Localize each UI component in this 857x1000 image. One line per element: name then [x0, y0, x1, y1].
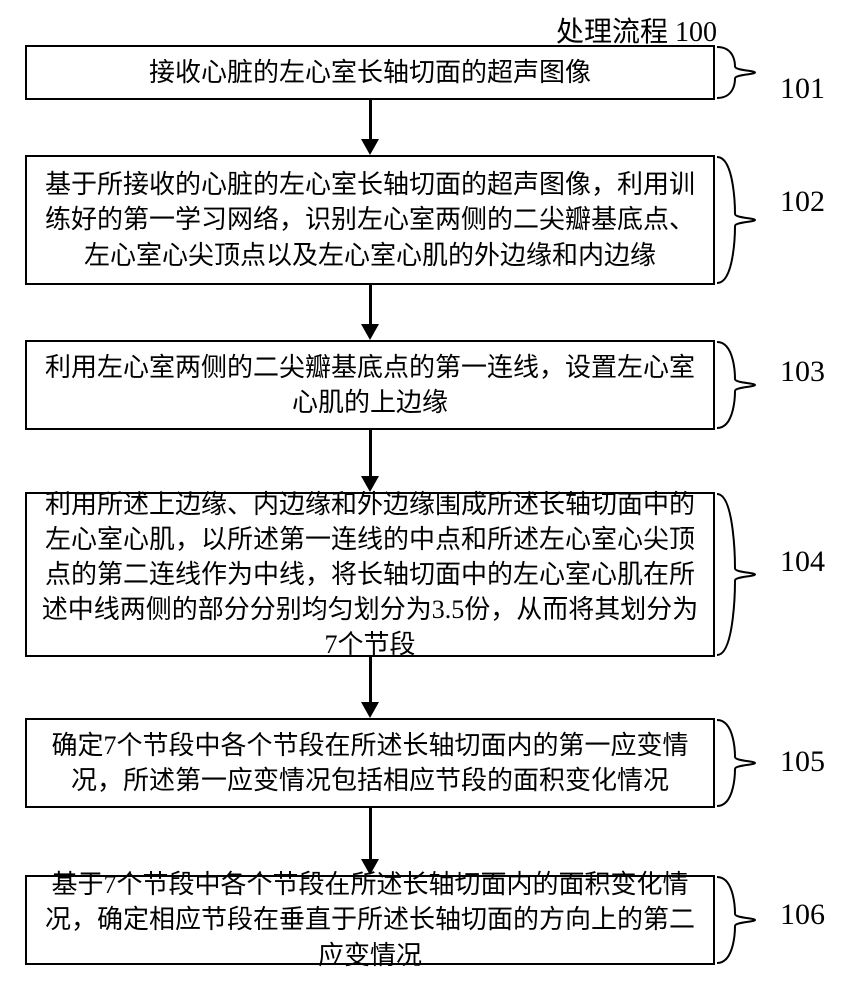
flow-title: 处理流程 100 [556, 10, 717, 50]
arrow-head-icon [361, 859, 379, 875]
arrow-line [369, 100, 372, 141]
flow-step-label: 103 [780, 355, 825, 389]
flow-step-text: 基于所接收的心脏的左心室长轴切面的超声图像，利用训练好的第一学习网络，识别左心室… [41, 167, 699, 272]
flow-step-101: 接收心脏的左心室长轴切面的超声图像 [25, 45, 715, 100]
arrow-line [369, 657, 372, 704]
flow-step-label: 104 [780, 545, 825, 579]
brace-connector [715, 155, 759, 285]
flow-step-102: 基于所接收的心脏的左心室长轴切面的超声图像，利用训练好的第一学习网络，识别左心室… [25, 155, 715, 285]
brace-connector [715, 718, 759, 808]
flow-step-label: 105 [780, 745, 825, 779]
brace-connector [715, 875, 759, 965]
arrow-head-icon [361, 139, 379, 155]
arrow-line [369, 808, 372, 861]
flow-step-text: 接收心脏的左心室长轴切面的超声图像 [149, 55, 591, 90]
flow-step-text: 利用左心室两侧的二尖瓣基底点的第一连线，设置左心室心肌的上边缘 [41, 350, 699, 420]
flow-step-106: 基于7个节段中各个节段在所述长轴切面内的面积变化情况，确定相应节段在垂直于所述长… [25, 875, 715, 965]
brace-connector [715, 340, 759, 430]
flow-step-label: 101 [780, 72, 825, 106]
flow-step-104: 利用所述上边缘、内边缘和外边缘围成所述长轴切面中的左心室心肌，以所述第一连线的中… [25, 492, 715, 657]
arrow-head-icon [361, 476, 379, 492]
flow-step-105: 确定7个节段中各个节段在所述长轴切面内的第一应变情况，所述第一应变情况包括相应节… [25, 718, 715, 808]
arrow-head-icon [361, 702, 379, 718]
flow-step-text: 基于7个节段中各个节段在所述长轴切面内的面积变化情况，确定相应节段在垂直于所述长… [41, 867, 699, 972]
arrow-line [369, 430, 372, 478]
arrow-line [369, 285, 372, 326]
flow-step-103: 利用左心室两侧的二尖瓣基底点的第一连线，设置左心室心肌的上边缘 [25, 340, 715, 430]
brace-connector [715, 492, 759, 657]
flow-step-text: 利用所述上边缘、内边缘和外边缘围成所述长轴切面中的左心室心肌，以所述第一连线的中… [41, 487, 699, 662]
arrow-head-icon [361, 324, 379, 340]
flow-step-label: 106 [780, 898, 825, 932]
flow-step-label: 102 [780, 185, 825, 219]
brace-connector [715, 45, 759, 100]
flow-step-text: 确定7个节段中各个节段在所述长轴切面内的第一应变情况，所述第一应变情况包括相应节… [41, 728, 699, 798]
